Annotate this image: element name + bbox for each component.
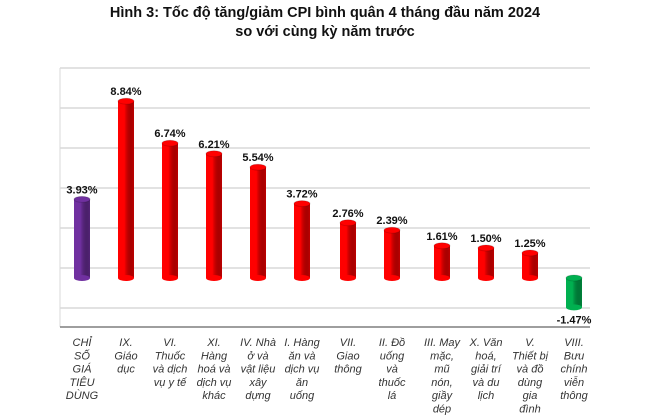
data-label: 2.39% [376, 215, 407, 227]
bar-base [162, 275, 178, 281]
data-label: 8.84% [110, 86, 141, 98]
bar-cap [521, 249, 539, 257]
x-tick-label: CHỈ SỐ GIÁ TIÊU DÙNG [66, 336, 99, 402]
bar-shading [340, 222, 356, 278]
x-tick-label: V. Thiết bị và đồ dùng gia đình [512, 337, 549, 415]
x-tick-label: IV. Nhà ở và vật liệu xây dựng [240, 337, 276, 402]
data-label: 5.54% [242, 152, 273, 164]
x-tick-label: IX. Giáo dục [114, 337, 137, 376]
data-label: 1.50% [470, 233, 501, 245]
bar-base [206, 275, 222, 281]
bar-9 [477, 244, 495, 281]
bar-6 [339, 219, 357, 281]
bar-cap [161, 139, 179, 147]
chart-title-line-2: so với cùng kỳ năm trước [235, 24, 415, 40]
bar-base [566, 304, 582, 311]
bar-7 [383, 226, 401, 281]
bar-base [522, 275, 538, 281]
bar-base [250, 275, 266, 281]
bar-base [478, 275, 494, 281]
bar-cap [117, 97, 135, 105]
x-tick-label: VIII. Bưu chính viễn thông [560, 337, 588, 402]
chart-title: Hình 3: Tốc độ tăng/giảm CPI bình quân 4… [0, 4, 650, 42]
data-label: 6.21% [198, 139, 229, 151]
bar-base [118, 275, 134, 281]
bar-shading [74, 199, 90, 278]
bar-cap [433, 242, 451, 250]
data-label: -1.47% [557, 314, 592, 326]
bar-base [434, 275, 450, 281]
x-tick-label: VII. Giao thông [334, 337, 362, 376]
x-tick-label: II. Đồ uống và thuốc lá [379, 337, 406, 402]
bar-shading [522, 253, 538, 278]
bar-shading [566, 278, 582, 308]
bar-shading [294, 203, 310, 278]
bar-cap [339, 219, 357, 227]
data-label: 3.93% [66, 184, 97, 196]
bar-shading [384, 230, 400, 278]
bar-0 [73, 195, 91, 281]
data-label: 1.25% [514, 238, 545, 250]
bar-cap [205, 150, 223, 158]
x-tick-label: I. Hàng ăn và dịch vụ ăn uống [284, 337, 320, 402]
bar-5 [293, 200, 311, 281]
bar-cap [383, 226, 401, 234]
bar-shading [118, 101, 134, 278]
bar-cap [73, 195, 91, 203]
bar-shading [250, 167, 266, 278]
bar-base [294, 275, 310, 281]
bar-base [340, 275, 356, 281]
x-tick-label: VI. Thuốc và dịch vụ y tế [153, 337, 188, 389]
bar-shading [478, 248, 494, 278]
bar-cap [565, 274, 583, 282]
bar-4 [249, 163, 267, 281]
bar-1 [117, 97, 135, 281]
bar-base [74, 275, 90, 281]
chart-title-line-1: Hình 3: Tốc độ tăng/giảm CPI bình quân 4… [109, 5, 541, 21]
data-label: 3.72% [286, 189, 317, 201]
bar-base [384, 275, 400, 281]
bar-cap [293, 200, 311, 208]
bar-3 [205, 150, 223, 281]
bar-shading [434, 245, 450, 278]
bar-2 [161, 139, 179, 281]
bar-shading [206, 153, 222, 278]
bar-10 [521, 249, 539, 281]
data-label: 1.61% [426, 231, 457, 243]
bar-shading [162, 143, 178, 278]
bar-cap [477, 244, 495, 252]
data-label: 2.76% [332, 208, 363, 220]
bar-11 [565, 274, 583, 311]
x-tick-label: III. May mặc, mũ nón, giầy dép [424, 337, 462, 415]
x-tick-label: XI. Hàng hoá và dịch vụ khác [197, 337, 232, 402]
bar-cap [249, 163, 267, 171]
bar-8 [433, 242, 451, 281]
data-label: 6.74% [154, 128, 185, 140]
x-tick-label: X. Văn hoá, giải trí và du lịch [468, 337, 502, 402]
